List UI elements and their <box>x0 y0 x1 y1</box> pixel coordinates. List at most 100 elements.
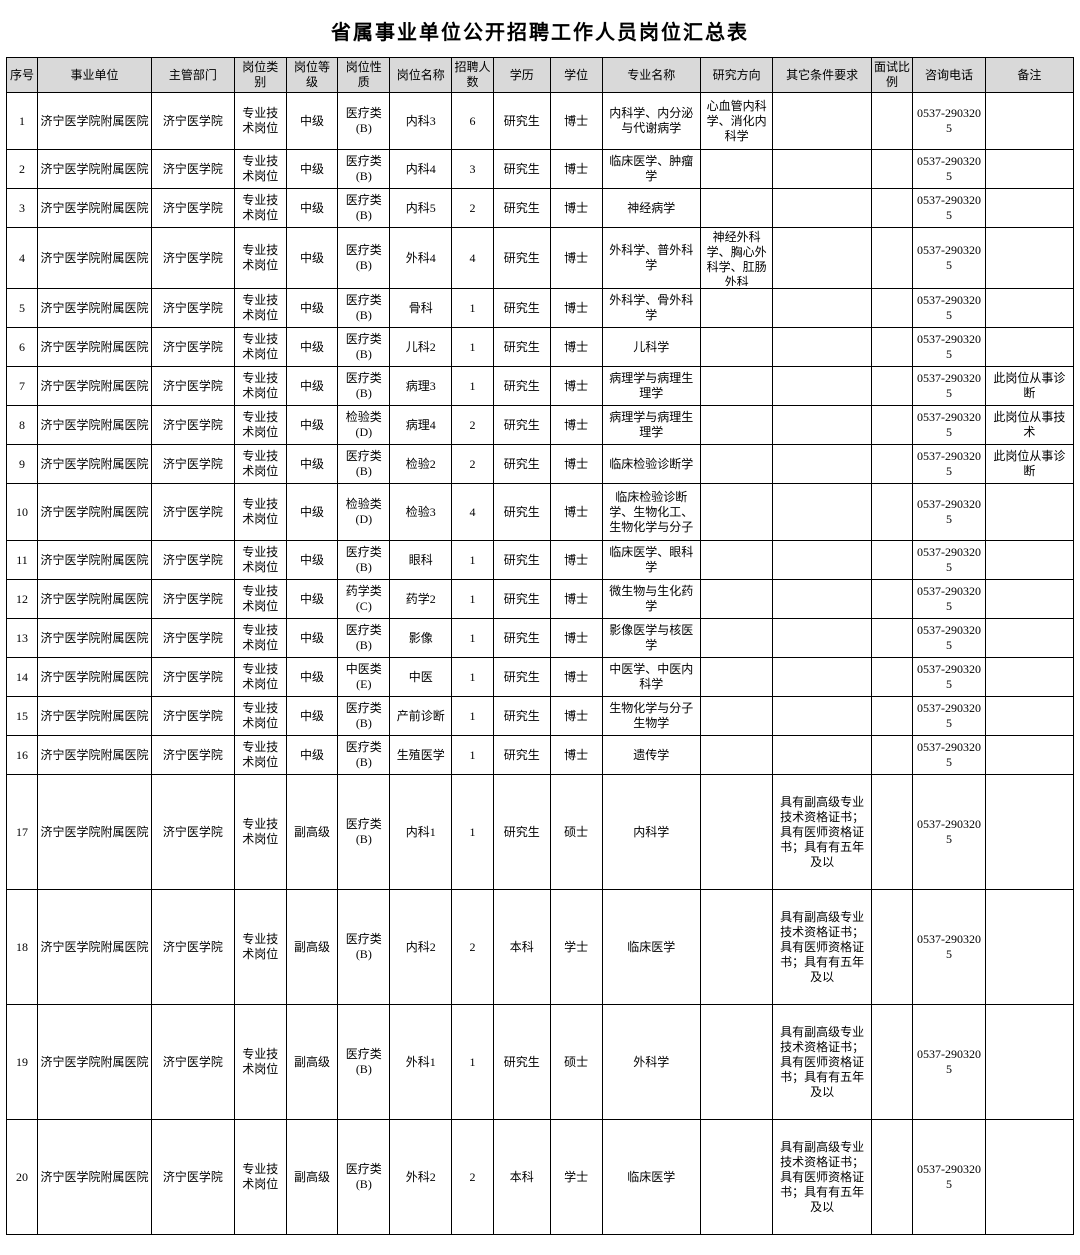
cell-degree: 硕士 <box>550 775 602 890</box>
cell-note <box>985 580 1073 619</box>
cell-note <box>985 328 1073 367</box>
cell-plevel: 中级 <box>286 580 338 619</box>
cell-plevel: 副高级 <box>286 775 338 890</box>
cell-dir <box>700 445 773 484</box>
cell-pname: 内科4 <box>390 150 452 189</box>
page: 省属事业单位公开招聘工作人员岗位汇总表 序号事业单位主管部门岗位类别岗位等级岗位… <box>0 0 1080 1255</box>
cell-ratio <box>871 150 912 189</box>
cell-dept: 济宁医学院 <box>152 890 235 1005</box>
cell-pname: 内科2 <box>390 890 452 1005</box>
cell-pnat: 医疗类(B) <box>338 736 390 775</box>
cell-idx: 2 <box>7 150 38 189</box>
cell-unit: 济宁医学院附属医院 <box>38 890 152 1005</box>
cell-ratio <box>871 658 912 697</box>
cell-major: 神经病学 <box>602 189 700 228</box>
cell-num: 2 <box>452 1120 493 1235</box>
cell-ratio <box>871 228 912 289</box>
cell-idx: 9 <box>7 445 38 484</box>
cell-unit: 济宁医学院附属医院 <box>38 1120 152 1235</box>
cell-note <box>985 775 1073 890</box>
cell-pnat: 医疗类(B) <box>338 1005 390 1120</box>
cell-dir <box>700 1005 773 1120</box>
cell-tel: 0537-2903205 <box>913 541 986 580</box>
cell-note <box>985 1120 1073 1235</box>
cell-ptype: 专业技术岗位 <box>234 150 286 189</box>
cell-edu: 研究生 <box>493 697 550 736</box>
cell-dept: 济宁医学院 <box>152 93 235 150</box>
cell-degree: 博士 <box>550 619 602 658</box>
cell-tel: 0537-2903205 <box>913 150 986 189</box>
table-row: 18济宁医学院附属医院济宁医学院专业技术岗位副高级医疗类(B)内科22本科学士临… <box>7 890 1074 1005</box>
cell-degree: 博士 <box>550 697 602 736</box>
cell-idx: 15 <box>7 697 38 736</box>
cell-unit: 济宁医学院附属医院 <box>38 228 152 289</box>
cell-idx: 13 <box>7 619 38 658</box>
cell-pnat: 医疗类(B) <box>338 1120 390 1235</box>
col-header-idx: 序号 <box>7 58 38 93</box>
col-header-other: 其它条件要求 <box>773 58 871 93</box>
cell-edu: 本科 <box>493 1120 550 1235</box>
cell-major: 临床医学、肿瘤学 <box>602 150 700 189</box>
cell-ptype: 专业技术岗位 <box>234 619 286 658</box>
cell-num: 1 <box>452 328 493 367</box>
cell-degree: 博士 <box>550 228 602 289</box>
cell-major: 微生物与生化药学 <box>602 580 700 619</box>
cell-idx: 19 <box>7 1005 38 1120</box>
cell-dept: 济宁医学院 <box>152 541 235 580</box>
cell-other <box>773 619 871 658</box>
cell-ratio <box>871 619 912 658</box>
cell-major: 遗传学 <box>602 736 700 775</box>
cell-pnat: 医疗类(B) <box>338 93 390 150</box>
table-row: 14济宁医学院附属医院济宁医学院专业技术岗位中级中医类(E)中医1研究生博士中医… <box>7 658 1074 697</box>
cell-idx: 3 <box>7 189 38 228</box>
cell-dir <box>700 658 773 697</box>
cell-plevel: 中级 <box>286 289 338 328</box>
cell-ratio <box>871 445 912 484</box>
cell-dept: 济宁医学院 <box>152 289 235 328</box>
cell-num: 3 <box>452 150 493 189</box>
col-header-pnat: 岗位性质 <box>338 58 390 93</box>
cell-edu: 研究生 <box>493 775 550 890</box>
cell-tel: 0537-2903205 <box>913 484 986 541</box>
cell-major: 内科学 <box>602 775 700 890</box>
cell-other <box>773 736 871 775</box>
cell-note <box>985 541 1073 580</box>
cell-num: 2 <box>452 406 493 445</box>
cell-ratio <box>871 541 912 580</box>
cell-major: 中医学、中医内科学 <box>602 658 700 697</box>
cell-other <box>773 93 871 150</box>
cell-ptype: 专业技术岗位 <box>234 93 286 150</box>
table-row: 9济宁医学院附属医院济宁医学院专业技术岗位中级医疗类(B)检验22研究生博士临床… <box>7 445 1074 484</box>
table-row: 6济宁医学院附属医院济宁医学院专业技术岗位中级医疗类(B)儿科21研究生博士儿科… <box>7 328 1074 367</box>
cell-pname: 病理3 <box>390 367 452 406</box>
cell-edu: 研究生 <box>493 541 550 580</box>
cell-dept: 济宁医学院 <box>152 406 235 445</box>
cell-idx: 20 <box>7 1120 38 1235</box>
cell-edu: 研究生 <box>493 328 550 367</box>
cell-unit: 济宁医学院附属医院 <box>38 1005 152 1120</box>
cell-ptype: 专业技术岗位 <box>234 697 286 736</box>
cell-unit: 济宁医学院附属医院 <box>38 658 152 697</box>
cell-ratio <box>871 289 912 328</box>
cell-note <box>985 736 1073 775</box>
table-row: 4济宁医学院附属医院济宁医学院专业技术岗位中级医疗类(B)外科44研究生博士外科… <box>7 228 1074 289</box>
table-row: 13济宁医学院附属医院济宁医学院专业技术岗位中级医疗类(B)影像1研究生博士影像… <box>7 619 1074 658</box>
cell-num: 1 <box>452 367 493 406</box>
cell-tel: 0537-2903205 <box>913 775 986 890</box>
cell-other <box>773 367 871 406</box>
cell-plevel: 中级 <box>286 367 338 406</box>
cell-degree: 博士 <box>550 484 602 541</box>
cell-edu: 研究生 <box>493 580 550 619</box>
cell-pname: 中医 <box>390 658 452 697</box>
col-header-note: 备注 <box>985 58 1073 93</box>
cell-dir <box>700 775 773 890</box>
cell-plevel: 副高级 <box>286 1005 338 1120</box>
cell-edu: 研究生 <box>493 1005 550 1120</box>
cell-dept: 济宁医学院 <box>152 580 235 619</box>
cell-dept: 济宁医学院 <box>152 150 235 189</box>
cell-ptype: 专业技术岗位 <box>234 289 286 328</box>
cell-edu: 研究生 <box>493 484 550 541</box>
cell-dir <box>700 736 773 775</box>
cell-ptype: 专业技术岗位 <box>234 367 286 406</box>
cell-dir <box>700 289 773 328</box>
